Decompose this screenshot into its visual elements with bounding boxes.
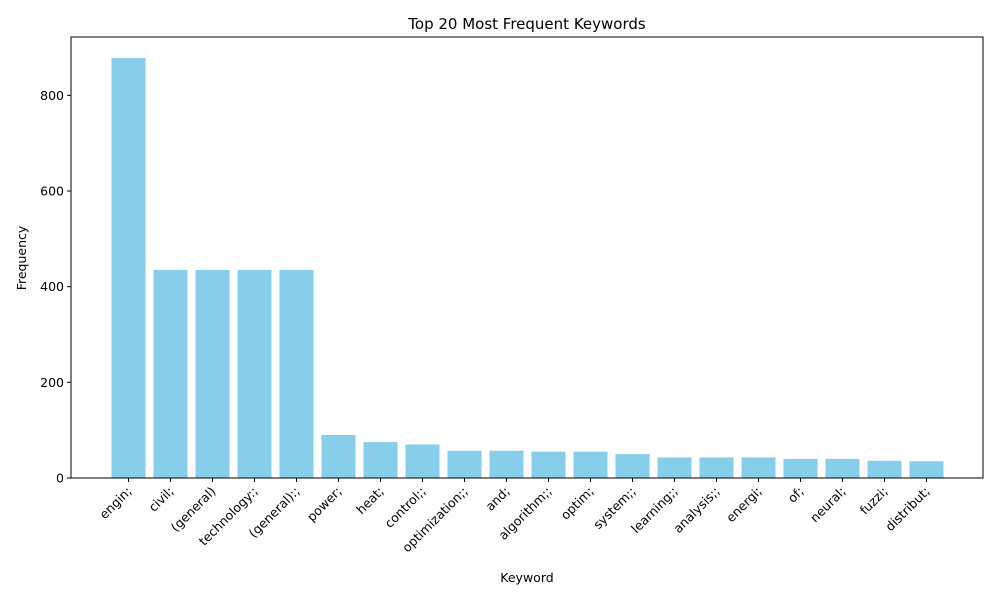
y-tick-label: 600 xyxy=(40,184,64,199)
y-tick-label: 800 xyxy=(40,88,64,103)
bar xyxy=(867,460,902,478)
bar xyxy=(321,434,356,478)
x-tick-label: distribut; xyxy=(882,484,932,534)
bar xyxy=(195,269,230,478)
bar xyxy=(741,457,776,478)
bar xyxy=(657,457,692,478)
y-tick-label: 0 xyxy=(56,471,64,486)
x-axis-label: Keyword xyxy=(500,570,553,585)
x-tick-label: neural; xyxy=(807,484,849,526)
bars-layer xyxy=(111,58,944,478)
bar xyxy=(153,269,188,478)
x-tick-label: power; xyxy=(304,484,345,525)
chart-title: Top 20 Most Frequent Keywords xyxy=(407,15,646,33)
x-tick-label: heat; xyxy=(353,484,387,518)
y-axis: 0 200 400 600 800 xyxy=(40,88,71,486)
bar xyxy=(363,442,398,478)
x-tick-label: engin; xyxy=(96,484,134,522)
y-tick-label: 400 xyxy=(40,279,64,294)
bar xyxy=(447,450,482,478)
bar xyxy=(615,454,650,478)
bar xyxy=(111,58,146,478)
bar xyxy=(699,457,734,478)
bar xyxy=(783,458,818,478)
bar xyxy=(237,269,272,478)
bar xyxy=(531,451,566,478)
x-axis: engin; civil;(general)technology:;(genera… xyxy=(96,478,933,555)
bar xyxy=(825,458,860,478)
bar xyxy=(279,269,314,478)
bar xyxy=(489,450,524,478)
x-tick-label: fuzzi; xyxy=(857,484,891,518)
y-axis-label: Frequency xyxy=(14,225,29,290)
x-tick-label: energi; xyxy=(723,484,765,526)
x-tick-label: optim; xyxy=(557,484,596,523)
x-tick-label: analysis;; xyxy=(670,484,722,536)
y-tick-label: 200 xyxy=(40,375,64,390)
x-tick-label: of; xyxy=(785,484,807,506)
bar xyxy=(405,444,440,478)
x-tick-label: civil; xyxy=(146,484,177,515)
bar xyxy=(909,461,944,478)
x-tick-label: and; xyxy=(482,484,512,514)
plot-frame xyxy=(70,36,984,479)
bar xyxy=(573,451,608,478)
